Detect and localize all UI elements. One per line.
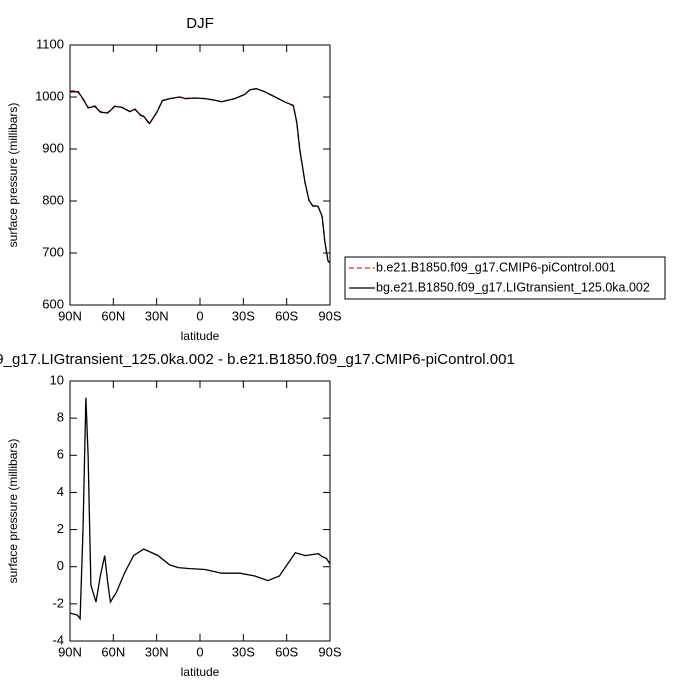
legend-box bbox=[344, 256, 666, 300]
data-line bbox=[70, 88, 331, 264]
y-tick-label: -4 bbox=[52, 632, 64, 647]
x-tick-label: 30S bbox=[232, 644, 255, 659]
y-axis-label: surface pressure (millibars) bbox=[6, 439, 20, 584]
x-axis-label: latitude bbox=[181, 665, 220, 679]
x-tick-label: 30S bbox=[232, 308, 255, 323]
x-tick-label: 0 bbox=[196, 644, 203, 659]
y-tick-label: 8 bbox=[57, 410, 64, 425]
plot-frame bbox=[69, 380, 331, 642]
legend-label: b.e21.B1850.f09_g17.CMIP6-piControl.001 bbox=[376, 260, 616, 274]
x-tick-label: 90N bbox=[58, 308, 82, 323]
plot-frame bbox=[69, 44, 331, 306]
x-tick-label: 90S bbox=[318, 308, 341, 323]
y-axis-label: surface pressure (millibars) bbox=[6, 103, 20, 248]
legend-label: bg.e21.B1850.f09_g17.LIGtransient_125.0k… bbox=[376, 280, 650, 294]
chart-title: bg.e21.B1850.f09_g17.LIGtransient_125.0k… bbox=[0, 351, 515, 368]
x-tick-label: 90N bbox=[58, 644, 82, 659]
x-tick-label: 30N bbox=[145, 308, 169, 323]
y-tick-label: 600 bbox=[42, 296, 64, 311]
data-line bbox=[69, 397, 331, 621]
y-tick-label: 1000 bbox=[35, 88, 64, 103]
x-tick-label: 60S bbox=[275, 308, 298, 323]
x-tick-label: 0 bbox=[196, 308, 203, 323]
data-line bbox=[70, 88, 331, 264]
y-tick-label: 700 bbox=[42, 244, 64, 259]
x-tick-label: 60N bbox=[101, 308, 125, 323]
x-tick-label: 90S bbox=[318, 644, 341, 659]
y-tick-label: 10 bbox=[50, 372, 64, 387]
x-axis-label: latitude bbox=[181, 329, 220, 343]
y-tick-label: 800 bbox=[42, 192, 64, 207]
x-tick-label: 60N bbox=[101, 644, 125, 659]
y-tick-label: -2 bbox=[52, 595, 64, 610]
x-tick-label: 30N bbox=[145, 644, 169, 659]
chart-title: DJF bbox=[186, 15, 214, 32]
y-tick-label: 1100 bbox=[36, 36, 64, 51]
y-tick-label: 900 bbox=[42, 140, 64, 155]
x-tick-label: 60S bbox=[275, 644, 298, 659]
y-tick-label: 4 bbox=[57, 484, 64, 499]
y-tick-label: 0 bbox=[57, 558, 64, 573]
y-tick-label: 6 bbox=[57, 447, 64, 462]
y-tick-label: 2 bbox=[57, 521, 64, 536]
